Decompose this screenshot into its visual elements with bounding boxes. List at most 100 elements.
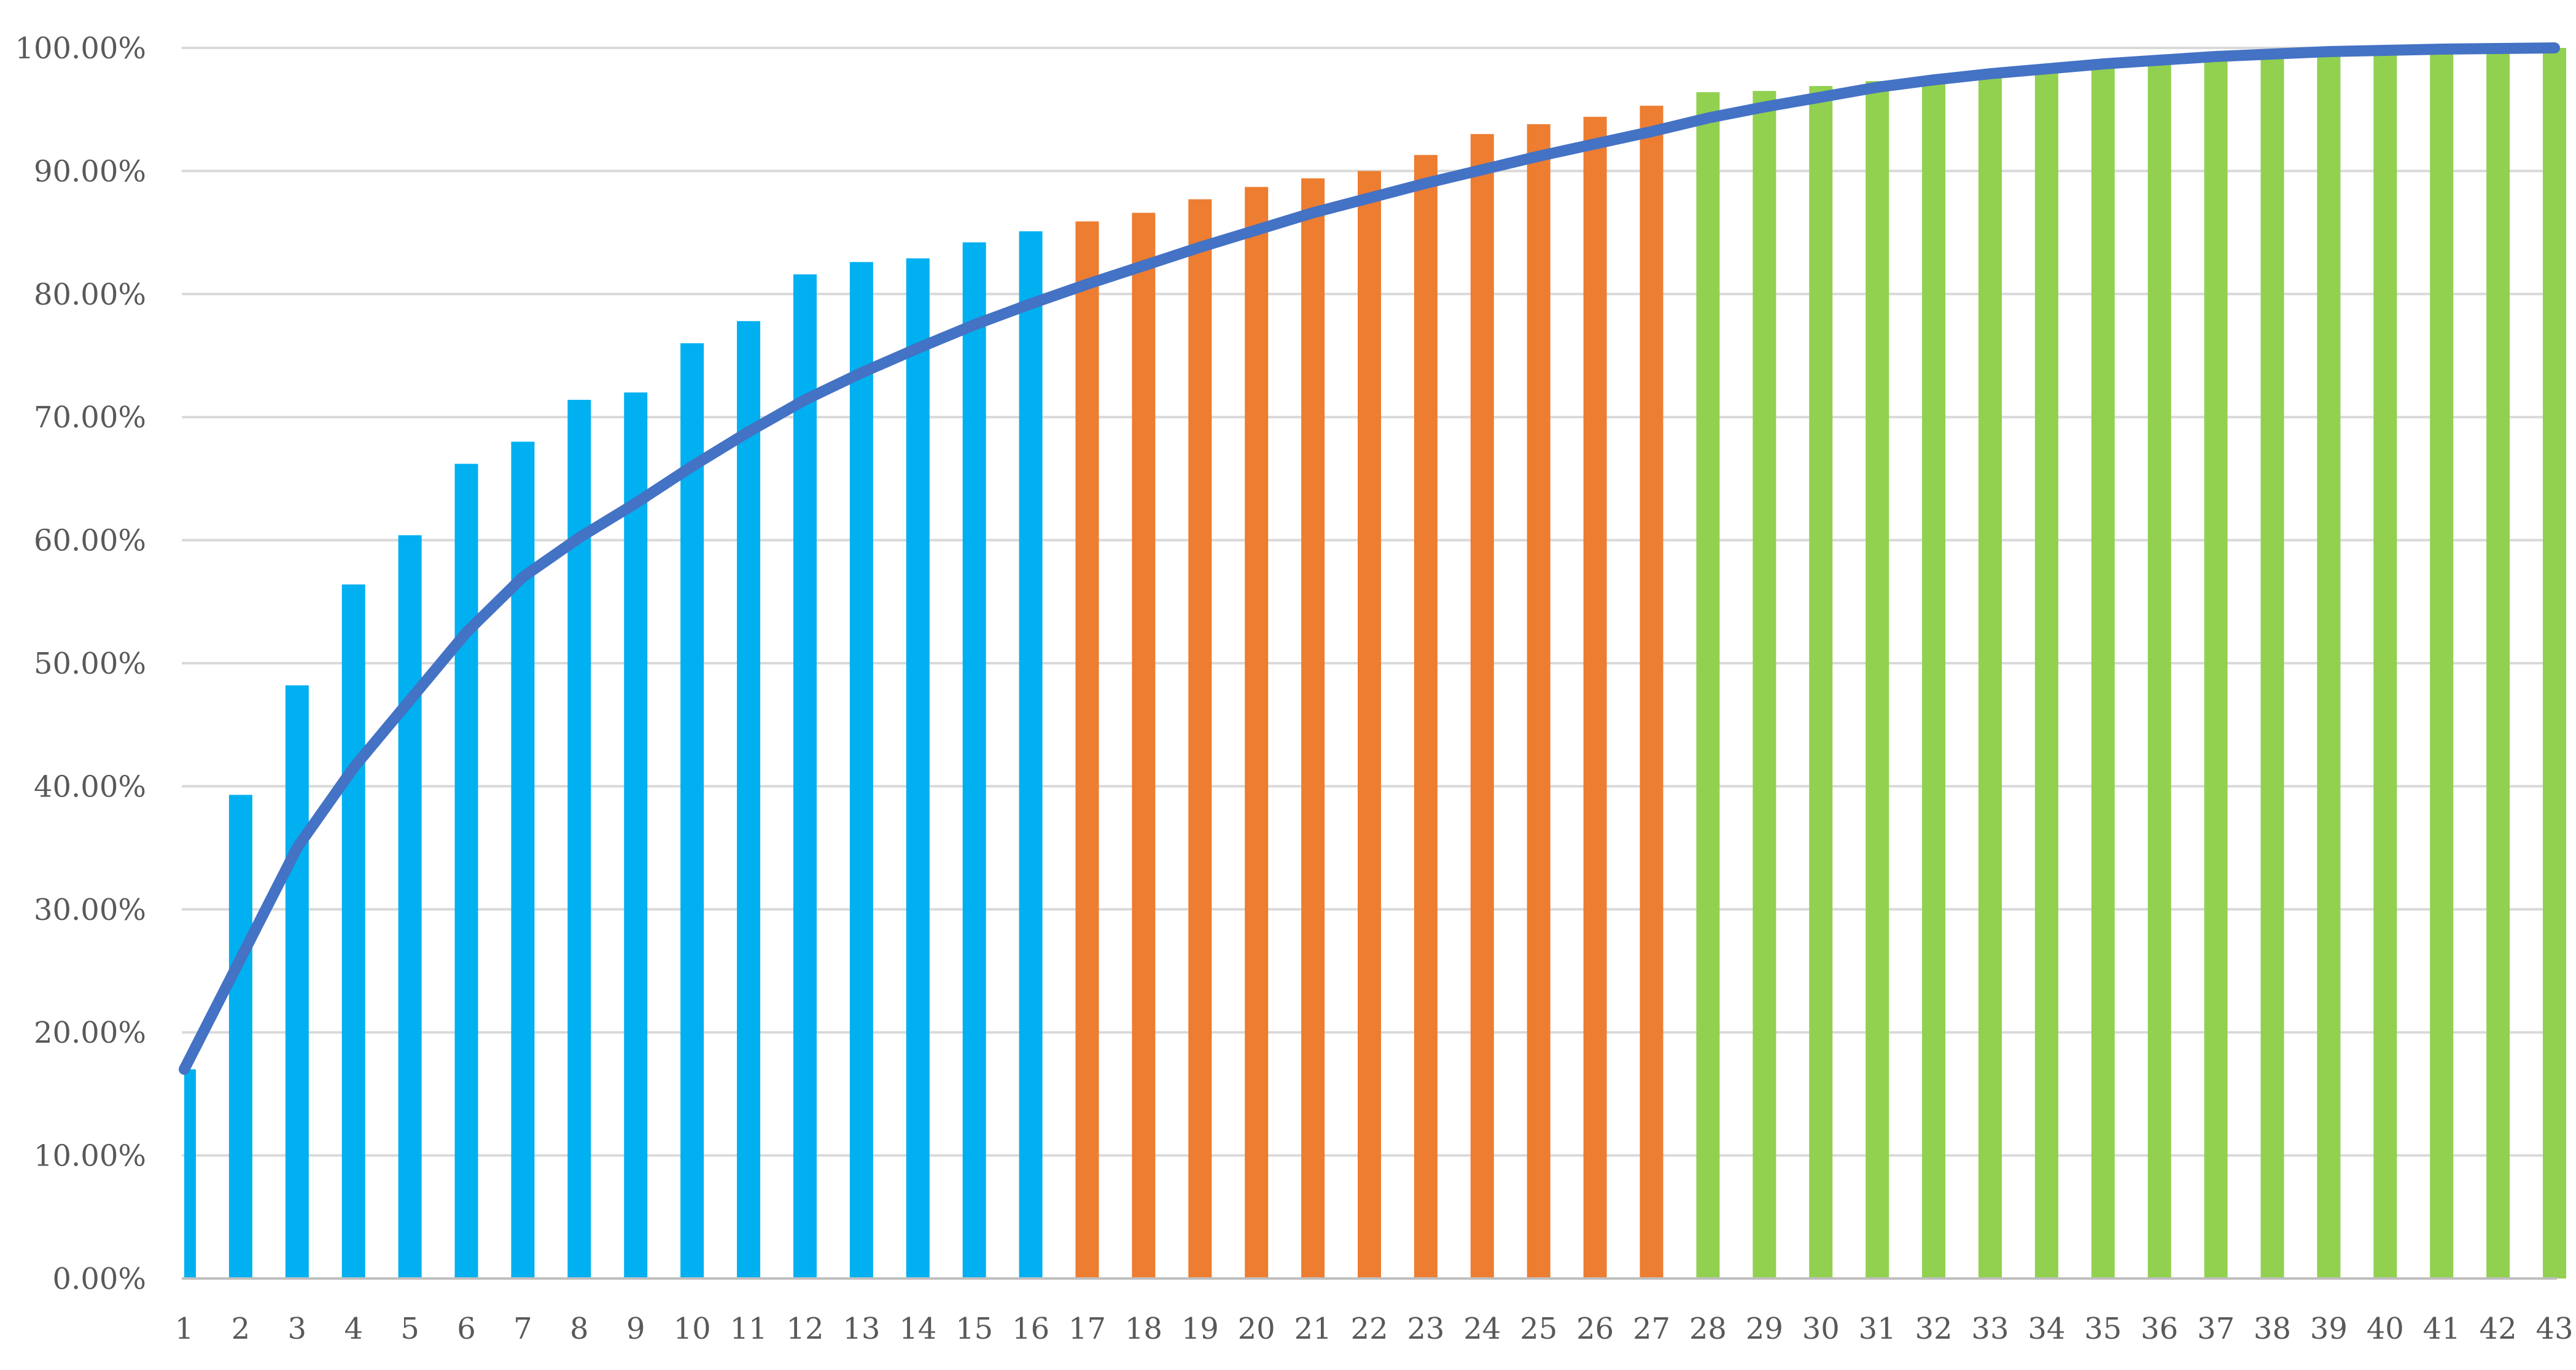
bar-11 [737, 321, 761, 1279]
cumulative-series-line [179, 42, 2560, 1075]
bar-1 [184, 1069, 196, 1279]
x-tick-label: 11 [730, 1312, 768, 1346]
x-tick-label: 35 [2084, 1312, 2122, 1346]
x-tick-label: 12 [786, 1312, 823, 1346]
bar-40 [2373, 52, 2397, 1279]
bar-2 [228, 795, 252, 1279]
x-tick-label: 25 [1520, 1312, 1557, 1346]
bar-28 [1696, 92, 1720, 1279]
bar-18 [1132, 212, 1156, 1279]
x-tick-label: 30 [1802, 1312, 1840, 1346]
bar-34 [2034, 69, 2058, 1279]
bar-15 [962, 242, 986, 1279]
bar-43 [2543, 48, 2566, 1279]
x-tick-label: 39 [2310, 1312, 2348, 1346]
y-tick-label: 0.00% [53, 1262, 146, 1296]
bar-20 [1245, 187, 1269, 1279]
bar-24 [1470, 134, 1494, 1279]
x-tick-label: 15 [955, 1312, 993, 1346]
x-tick-label: 24 [1463, 1312, 1501, 1346]
x-tick-label: 3 [288, 1312, 307, 1346]
bar-26 [1583, 117, 1607, 1279]
x-tick-label: 40 [2367, 1312, 2404, 1346]
bar-4 [341, 584, 365, 1279]
bars [184, 48, 2566, 1279]
bar-32 [1922, 77, 1946, 1279]
cumulative-line [179, 42, 2560, 1075]
x-tick-label: 10 [674, 1312, 711, 1346]
x-tick-label: 8 [570, 1312, 589, 1346]
bar-19 [1188, 199, 1212, 1279]
x-tick-label: 9 [626, 1312, 645, 1346]
bar-27 [1640, 106, 1664, 1279]
bar-39 [2317, 53, 2341, 1279]
bar-12 [793, 274, 817, 1279]
x-tick-label: 26 [1576, 1312, 1614, 1346]
bar-16 [1019, 231, 1043, 1279]
y-axis-tick-labels: 0.00% 10.00% 20.00% 30.00% 40.00% 50.00% 60.00… [15, 31, 146, 1296]
y-tick-label: 80.00% [34, 278, 146, 312]
x-tick-label: 31 [1859, 1312, 1896, 1346]
bar-35 [2091, 65, 2115, 1279]
x-tick-label: 36 [2141, 1312, 2178, 1346]
x-tick-label: 6 [457, 1312, 476, 1346]
y-tick-label: 20.00% [34, 1016, 146, 1050]
x-tick-label: 28 [1689, 1312, 1727, 1346]
bar-42 [2486, 49, 2510, 1279]
y-tick-label: 50.00% [34, 647, 146, 681]
x-tick-label: 32 [1915, 1312, 1953, 1346]
x-tick-label: 18 [1125, 1312, 1162, 1346]
bar-23 [1414, 155, 1438, 1279]
bar-13 [849, 262, 873, 1279]
bar-14 [906, 258, 930, 1279]
y-tick-label: 60.00% [34, 524, 146, 558]
bar-21 [1301, 178, 1325, 1279]
bar-30 [1809, 86, 1833, 1279]
x-tick-label: 4 [344, 1312, 363, 1346]
bar-41 [2430, 50, 2454, 1279]
x-tick-label: 27 [1633, 1312, 1670, 1346]
y-tick-label: 10.00% [34, 1139, 146, 1173]
bar-9 [624, 392, 648, 1279]
x-tick-label: 7 [513, 1312, 532, 1346]
x-tick-label: 21 [1294, 1312, 1332, 1346]
bar-38 [2260, 55, 2284, 1279]
bar-3 [285, 685, 309, 1279]
x-tick-label: 41 [2423, 1312, 2461, 1346]
bar-33 [1978, 74, 2002, 1279]
x-tick-label: 37 [2197, 1312, 2235, 1346]
bar-37 [2204, 58, 2228, 1279]
x-axis-tick-labels: 1 2 3 4 5 6 7 8 9 10 11 12 13 14 15 16 17 18 19 20 21 22 23 24 2… [175, 1312, 2574, 1346]
y-tick-label: 70.00% [34, 400, 146, 435]
x-tick-label: 38 [2254, 1312, 2291, 1346]
bar-36 [2147, 60, 2171, 1279]
x-tick-label: 16 [1012, 1312, 1049, 1346]
x-tick-label: 29 [1746, 1312, 1783, 1346]
bar-31 [1866, 81, 1889, 1279]
y-tick-label: 40.00% [34, 769, 146, 804]
x-tick-label: 19 [1181, 1312, 1219, 1346]
bar-17 [1075, 221, 1099, 1279]
bar-22 [1358, 171, 1381, 1279]
x-tick-label: 17 [1068, 1312, 1106, 1346]
bar-25 [1527, 124, 1551, 1279]
x-tick-label: 42 [2480, 1312, 2517, 1346]
y-tick-label: 90.00% [34, 154, 146, 189]
x-tick-label: 20 [1238, 1312, 1275, 1346]
x-tick-label: 43 [2535, 1312, 2573, 1346]
x-tick-label: 22 [1350, 1312, 1388, 1346]
x-tick-label: 33 [1971, 1312, 2009, 1346]
x-tick-label: 1 [175, 1312, 194, 1346]
bar-29 [1753, 91, 1776, 1279]
y-tick-label: 30.00% [34, 893, 146, 927]
bar-6 [454, 464, 478, 1279]
x-tick-label: 13 [842, 1312, 880, 1346]
x-tick-label: 23 [1407, 1312, 1444, 1346]
x-tick-label: 34 [2028, 1312, 2065, 1346]
bar-5 [398, 535, 422, 1279]
x-tick-label: 14 [899, 1312, 936, 1346]
bar-10 [680, 343, 704, 1279]
y-tick-label: 100.00% [15, 31, 146, 66]
x-tick-label: 5 [400, 1312, 419, 1346]
x-tick-label: 2 [232, 1312, 251, 1346]
